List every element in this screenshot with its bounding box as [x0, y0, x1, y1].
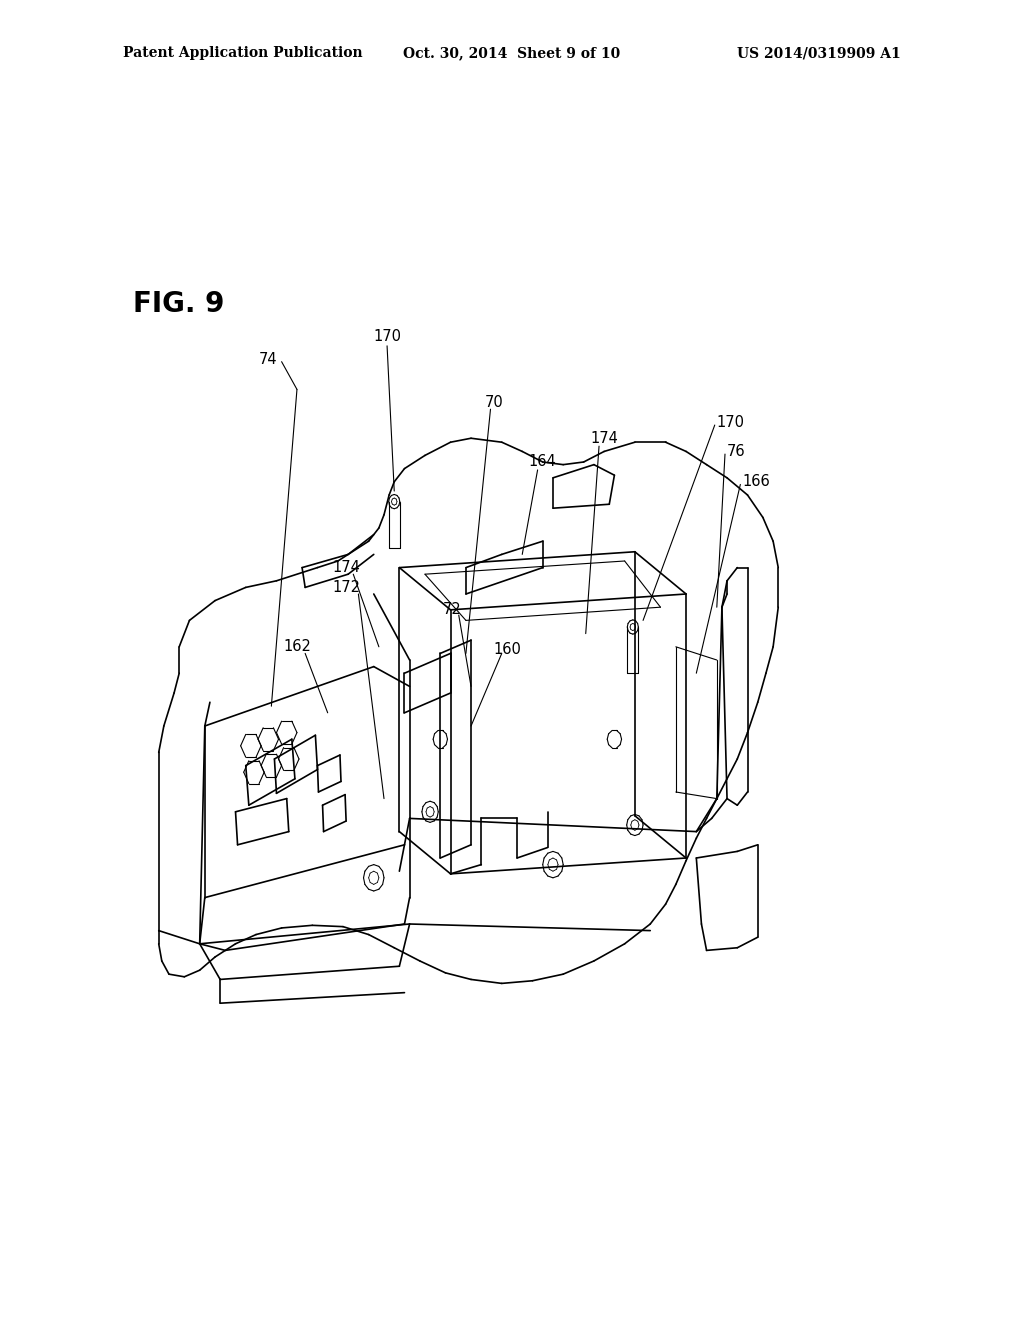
Text: 172: 172: [332, 579, 360, 595]
Text: 74: 74: [259, 351, 278, 367]
Text: Patent Application Publication: Patent Application Publication: [123, 46, 362, 61]
Text: Oct. 30, 2014  Sheet 9 of 10: Oct. 30, 2014 Sheet 9 of 10: [403, 46, 621, 61]
Text: 170: 170: [717, 414, 744, 430]
Text: 72: 72: [443, 602, 462, 618]
Text: 166: 166: [742, 474, 770, 490]
Text: 170: 170: [373, 329, 401, 345]
Text: 76: 76: [727, 444, 745, 459]
Text: 164: 164: [528, 454, 557, 470]
Text: FIG. 9: FIG. 9: [133, 290, 224, 318]
Text: 160: 160: [493, 642, 521, 657]
Text: US 2014/0319909 A1: US 2014/0319909 A1: [737, 46, 901, 61]
Text: 174: 174: [590, 430, 618, 446]
Text: 174: 174: [332, 560, 360, 576]
Text: 162: 162: [283, 639, 311, 655]
Text: 70: 70: [485, 395, 504, 411]
